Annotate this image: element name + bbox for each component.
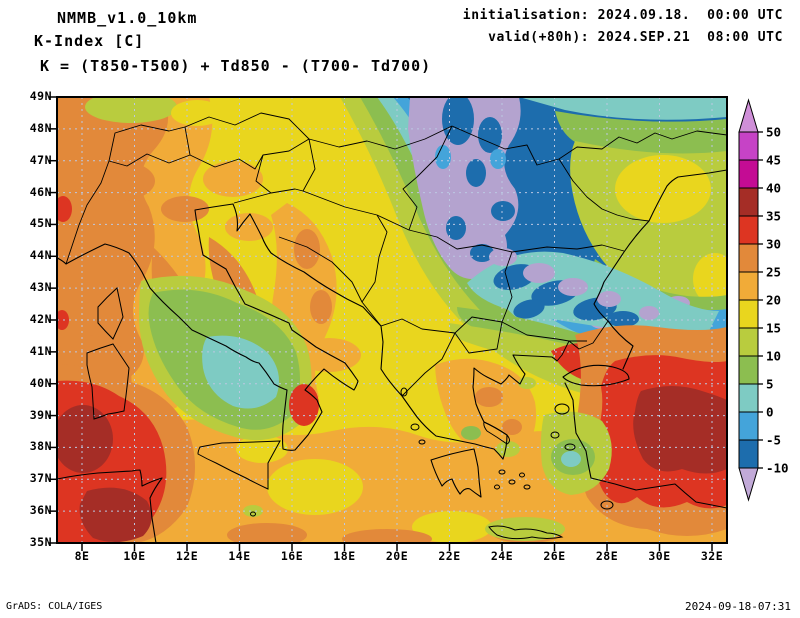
lat-label: 41N [29,343,52,358]
colorbar-label: 20 [766,293,781,308]
lon-label: 26E [543,549,566,563]
colorbar-label: 50 [766,125,781,140]
lat-label: 37N [29,471,52,486]
init-time-text: initialisation: 2024.09.18. 00:00 UTC [462,8,783,23]
lon-label: 8E [74,549,90,563]
lat-label: 38N [29,439,52,454]
lon-label: 30E [648,549,671,563]
colorbar-segment [738,327,759,357]
colorbar-arrow-bottom [738,467,759,502]
parameter-title: K-Index [C] [34,32,145,50]
colorbar-segment [738,383,759,413]
colorbar-label: 5 [766,377,774,392]
colorbar-label: 25 [766,265,781,280]
lat-label: 44N [29,248,52,263]
lon-label: 32E [700,549,724,563]
lon-label: 12E [175,549,199,563]
lat-label: 42N [29,312,52,326]
lat-label: 46N [29,184,52,199]
contour-field [57,97,727,543]
lat-label: 49N [29,89,52,103]
lat-label: 36N [29,503,52,518]
country-borders [65,112,727,397]
colorbar-label: 45 [766,153,781,168]
colorbar-label: 10 [766,349,781,364]
colorbar-segment [738,411,759,441]
colorbar-arrow-top [738,98,759,133]
lat-label: 45N [29,216,52,231]
colorbar-segment [738,159,759,189]
grads-credit: GrADS: COLA/IGES [6,601,103,612]
colorbar-segment [738,131,759,161]
grid-lines [57,97,727,543]
colorbar-segment [738,299,759,329]
colorbar-label: 30 [766,237,781,252]
colorbar-segment [738,215,759,245]
colorbar-label: 15 [766,321,781,336]
colorbar-label: -5 [766,433,781,448]
lon-label: 10E [123,549,146,563]
colorbar-label: -10 [766,461,789,476]
lat-label: 48N [29,120,52,135]
lon-label: 24E [490,549,514,563]
lon-label: 20E [385,549,409,563]
model-title: NMMB_v1.0_10km [57,9,198,27]
colorbar-segment [738,439,759,469]
lat-label: 43N [29,280,52,295]
lon-label: 18E [333,549,356,563]
coastlines [57,169,727,543]
colorbar-segment [738,187,759,217]
lat-label: 35N [29,535,52,549]
colorbar-segment [738,355,759,385]
lon-label: 28E [595,549,619,563]
lat-label: 39N [29,407,52,422]
lon-label: 22E [438,549,461,563]
lon-label: 16E [280,549,304,563]
colorbar-segment [738,271,759,301]
colorbar-label: 40 [766,181,781,196]
lat-label: 47N [29,152,52,167]
valid-time-text: valid(+80h): 2024.SEP.21 08:00 UTC [488,30,783,45]
colorbar: 50 45 40 35 30 25 20 15 10 5 0 -5 -10 [738,98,800,511]
creation-timestamp: 2024-09-18-07:31 [685,600,791,613]
axis-ticks [49,96,713,551]
lat-label: 40N [29,375,52,390]
colorbar-label: 35 [766,209,781,224]
lon-label: 14E [228,549,251,563]
formula-text: K = (T850-T500) + Td850 - (T700- Td700) [40,57,432,75]
map-canvas [49,96,728,551]
map-frame [56,96,728,544]
colorbar-segment [738,243,759,273]
colorbar-label: 0 [766,405,774,420]
